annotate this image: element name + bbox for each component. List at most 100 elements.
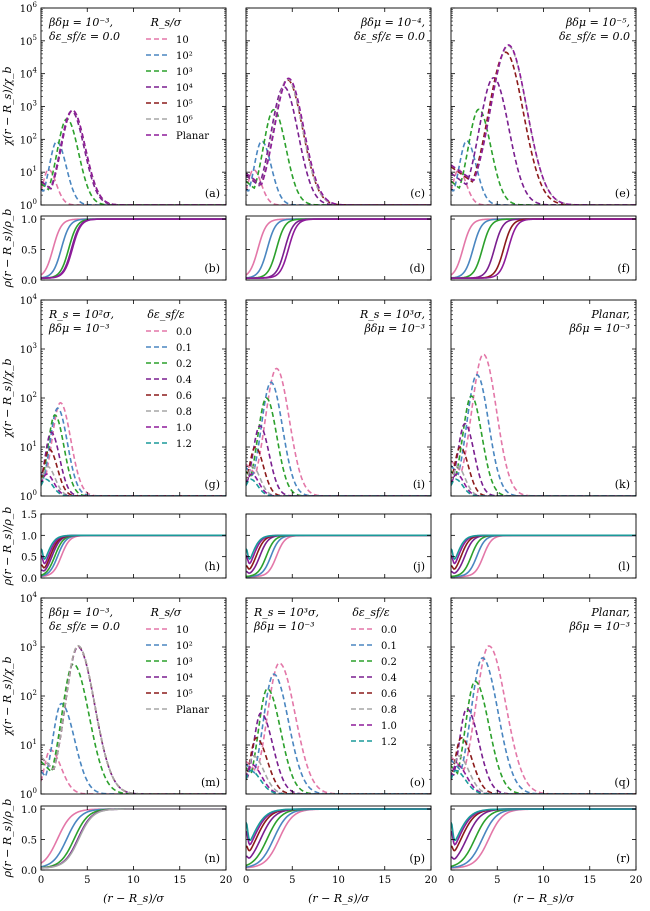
legend-label: 1.2: [381, 737, 397, 748]
axes-frame: [450, 805, 637, 871]
panel-label: (h): [204, 560, 220, 573]
legend-label: 10³: [176, 67, 193, 78]
panel-annotation: βδμ = 10⁻³: [253, 620, 315, 633]
series-line-darkred: [451, 218, 636, 279]
panel-label: (g): [204, 478, 220, 491]
panel-label: (a): [205, 187, 220, 200]
panel-label: (c): [410, 187, 425, 200]
series-group: [41, 808, 226, 869]
y-tick-label: 0.5: [21, 246, 37, 257]
series-group: [41, 109, 226, 205]
x-tick-label: 15: [173, 875, 186, 886]
series-group: [246, 534, 431, 578]
panel-label: (n): [204, 852, 220, 865]
panel-annotation: Planar,: [590, 308, 630, 321]
legend-label: 1.2: [176, 439, 192, 450]
panel-label: (p): [409, 852, 425, 865]
panel-q: (q) Planar,βδμ = 10⁻³: [450, 597, 637, 795]
panel-annotation: βδμ = 10⁻³: [568, 620, 630, 633]
series-line-darkred: [246, 78, 431, 205]
panel-l: (l): [450, 513, 637, 579]
y-tick-label: 104: [20, 293, 38, 307]
panel-label: (l): [618, 560, 630, 573]
x-axis-title: (r − R_s)/σ: [308, 892, 369, 905]
series-group: [451, 645, 636, 794]
series-line-purple: [41, 646, 226, 794]
x-tick-label: 20: [630, 875, 643, 886]
y-tick-label: 0.0: [21, 276, 37, 287]
y-axis-title-chi: χ(r − R_s)/χ_b: [1, 358, 14, 438]
series-line-magenta: [41, 534, 226, 565]
panel-label: (i): [413, 478, 425, 491]
series-line-grey: [246, 755, 431, 794]
panel-annotation: δε_sf/ε = 0.0: [49, 30, 120, 43]
panel-a: 100 101 102 103 104 105 106 (a) βδμ = 10⁻³,δε_sf…: [20, 1, 227, 212]
series-line-pink: [246, 367, 431, 496]
series-group: [451, 218, 636, 279]
series-group: [41, 534, 226, 578]
y-tick-label: 100: [20, 489, 37, 503]
y-tick-label: 100: [20, 787, 37, 801]
panel-j: (j): [245, 513, 432, 579]
series-line-magenta: [451, 44, 636, 205]
legend-label: 1.0: [381, 721, 397, 732]
legend-label: 0.2: [381, 657, 397, 668]
y-tick-label: 0.5: [21, 836, 37, 847]
y-tick-label: 102: [20, 391, 37, 405]
series-line-blue: [246, 673, 431, 794]
series-line-grey: [451, 465, 636, 496]
series-line-darkred: [451, 446, 636, 496]
series-line-pink: [246, 662, 431, 794]
series-line-darkred: [41, 109, 226, 205]
x-axis-title: (r − R_s)/σ: [103, 892, 164, 905]
panel-annotation: δε_sf/ε = 0.0: [354, 30, 425, 43]
panel-e: (e) βδμ = 10⁻⁵,δε_sf/ε = 0.0: [450, 7, 637, 206]
series-group: [451, 44, 636, 205]
x-tick-label: 10: [537, 875, 550, 886]
legend-label: 0.6: [176, 391, 192, 402]
series-line-blue: [451, 139, 636, 205]
series-line-green: [451, 218, 636, 279]
panel-label: (j): [413, 560, 425, 573]
y-tick-label: 1.0: [21, 215, 37, 226]
legend-label: 0.0: [381, 625, 397, 636]
legend-label: 10²: [176, 641, 193, 652]
y-tick-label: 104: [20, 591, 38, 605]
panel-annotation: R_s = 10³σ,: [253, 606, 319, 619]
panel-annotation: βδμ = 10⁻³,: [48, 606, 113, 619]
legend-label: 0.8: [176, 407, 192, 418]
panel-annotation: δε_sf/ε = 0.0: [559, 30, 630, 43]
x-tick-label: 0: [38, 875, 44, 886]
series-line-purple: [451, 808, 636, 860]
axes-frame: [40, 513, 227, 579]
panel-label: (q): [614, 776, 630, 789]
y-tick-label: 0.0: [21, 574, 37, 585]
y-axis-title-rho: ρ(r − R_s)/ρ_b: [1, 507, 14, 587]
y-tick-label: 103: [20, 640, 37, 654]
legend-label: Planar: [176, 131, 209, 142]
legend-label: 0.4: [381, 673, 397, 684]
panel-annotation: Planar,: [590, 606, 630, 619]
legend-label: 10³: [176, 657, 193, 668]
y-tick-label: 106: [20, 1, 38, 15]
panel-r: 0 5 10 15 20(r): [448, 805, 643, 886]
legend-title: δε_sf/ε: [147, 308, 184, 321]
panel-annotation: βδμ = 10⁻³: [568, 322, 630, 335]
panel-annotation: βδμ = 10⁻⁴,: [360, 16, 425, 29]
panel-label: (b): [204, 262, 220, 275]
y-tick-label: 0.0: [21, 866, 37, 877]
series-line-purple: [451, 76, 636, 205]
series-line-darkred: [246, 446, 431, 496]
series-line-darkred: [451, 51, 636, 205]
panel-annotation: βδμ = 10⁻³: [363, 322, 425, 335]
legend-label: 10²: [176, 51, 193, 62]
series-line-pink: [246, 218, 431, 276]
y-tick-label: 0.5: [21, 553, 37, 564]
series-line-blue: [246, 218, 431, 279]
x-tick-label: 5: [494, 875, 500, 886]
legend-label: 10⁶: [176, 115, 193, 126]
panel-label: (f): [617, 262, 630, 275]
series-line-pink: [41, 748, 226, 794]
panel-h: 0.0 0.5 1.0 1.5 (h): [21, 510, 227, 585]
series-line-purple: [451, 218, 636, 279]
